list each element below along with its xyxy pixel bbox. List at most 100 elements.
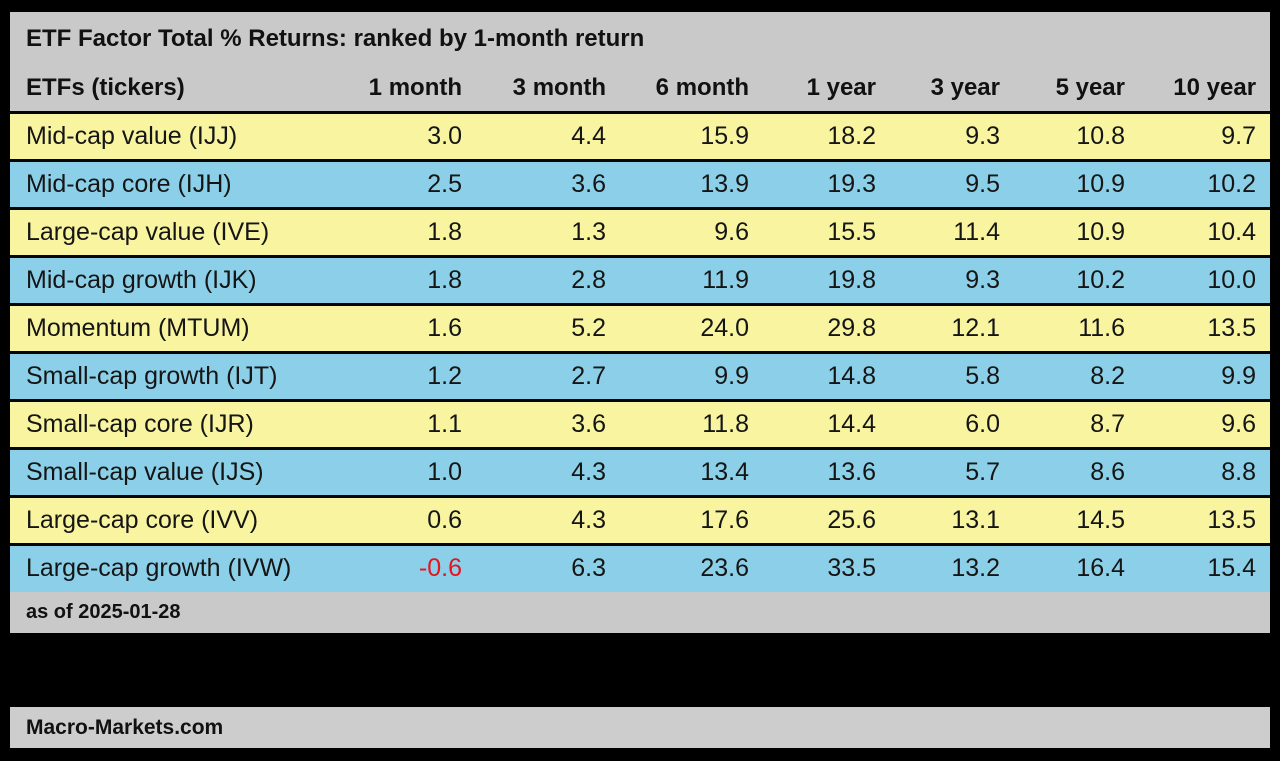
return-value: 5.7 — [890, 448, 1014, 498]
table-row: Mid-cap core (IJH) 2.5 3.6 13.9 19.3 9.5 10.9 1… — [10, 160, 1271, 210]
col-header: 10 year — [1139, 65, 1271, 114]
return-value: 10.2 — [1139, 160, 1271, 210]
column-header-row: ETFs (tickers) 1 month 3 month 6 month 1 yea… — [10, 65, 1271, 114]
return-value: 13.1 — [890, 496, 1014, 546]
etf-label: Mid-cap value (IJJ) — [10, 112, 335, 162]
return-value: 9.6 — [1139, 400, 1271, 450]
etf-label: Small-cap core (IJR) — [10, 400, 335, 450]
return-value: 5.2 — [476, 304, 620, 354]
return-value: 29.8 — [763, 304, 890, 354]
return-value: 1.2 — [335, 352, 476, 402]
return-value: 8.8 — [1139, 448, 1271, 498]
etf-label: Large-cap value (IVE) — [10, 208, 335, 258]
return-value: 11.8 — [620, 400, 763, 450]
return-value: 4.3 — [476, 448, 620, 498]
return-value: 13.5 — [1139, 304, 1271, 354]
return-value: 1.0 — [335, 448, 476, 498]
etf-label: Large-cap growth (IVW) — [10, 544, 335, 592]
return-value: 13.9 — [620, 160, 763, 210]
return-value: 17.6 — [620, 496, 763, 546]
return-value: 9.5 — [890, 160, 1014, 210]
return-value: 9.7 — [1139, 112, 1271, 162]
asof-row: as of 2025-01-28 — [10, 592, 1271, 633]
etf-label: Momentum (MTUM) — [10, 304, 335, 354]
return-value: 10.2 — [1014, 256, 1139, 306]
return-value: 3.6 — [476, 160, 620, 210]
return-value: 1.8 — [335, 208, 476, 258]
return-value: 0.6 — [335, 496, 476, 546]
return-value: 15.4 — [1139, 544, 1271, 592]
return-value: 10.0 — [1139, 256, 1271, 306]
return-value: 13.5 — [1139, 496, 1271, 546]
return-value: 10.4 — [1139, 208, 1271, 258]
return-value: -0.6 — [335, 544, 476, 592]
return-value: 13.4 — [620, 448, 763, 498]
brand-label: Macro-Markets.com — [26, 715, 224, 739]
etf-label: Mid-cap growth (IJK) — [10, 256, 335, 306]
return-value: 10.9 — [1014, 208, 1139, 258]
return-value: 2.8 — [476, 256, 620, 306]
return-value: 8.2 — [1014, 352, 1139, 402]
table-row: Large-cap growth (IVW) -0.6 6.3 23.6 33.5 13.… — [10, 544, 1271, 592]
col-header: 1 year — [763, 65, 890, 114]
return-value: 9.9 — [620, 352, 763, 402]
return-value: 1.1 — [335, 400, 476, 450]
return-value: 33.5 — [763, 544, 890, 592]
table-title: ETF Factor Total % Returns: ranked by 1-… — [10, 12, 1271, 65]
return-value: 19.3 — [763, 160, 890, 210]
return-value: 8.6 — [1014, 448, 1139, 498]
return-value: 5.8 — [890, 352, 1014, 402]
return-value: 11.6 — [1014, 304, 1139, 354]
table-row: Small-cap growth (IJT) 1.2 2.7 9.9 14.8 5.8 8.… — [10, 352, 1271, 402]
return-value: 9.9 — [1139, 352, 1271, 402]
return-value: 19.8 — [763, 256, 890, 306]
return-value: 10.8 — [1014, 112, 1139, 162]
table-body: Mid-cap value (IJJ) 3.0 4.4 15.9 18.2 9.3 10.8… — [10, 112, 1271, 592]
col-header: 1 month — [335, 65, 476, 114]
return-value: 9.3 — [890, 112, 1014, 162]
col-header-etfs: ETFs (tickers) — [10, 65, 335, 114]
return-value: 10.9 — [1014, 160, 1139, 210]
return-value: 23.6 — [620, 544, 763, 592]
return-value: 1.6 — [335, 304, 476, 354]
return-value: 4.3 — [476, 496, 620, 546]
asof-label: as of 2025-01-28 — [10, 592, 1271, 633]
etf-label: Large-cap core (IVV) — [10, 496, 335, 546]
return-value: 25.6 — [763, 496, 890, 546]
etf-label: Small-cap growth (IJT) — [10, 352, 335, 402]
title-row: ETF Factor Total % Returns: ranked by 1-… — [10, 12, 1271, 65]
return-value: 12.1 — [890, 304, 1014, 354]
return-value: 3.6 — [476, 400, 620, 450]
return-value: 9.3 — [890, 256, 1014, 306]
return-value: 15.9 — [620, 112, 763, 162]
return-value: 3.0 — [335, 112, 476, 162]
return-value: 1.3 — [476, 208, 620, 258]
brand-bar: Macro-Markets.com — [10, 707, 1270, 748]
etf-label: Small-cap value (IJS) — [10, 448, 335, 498]
return-value: 13.2 — [890, 544, 1014, 592]
return-value: 13.6 — [763, 448, 890, 498]
table-row: Momentum (MTUM) 1.6 5.2 24.0 29.8 12.1 11.6 13.… — [10, 304, 1271, 354]
returns-table-panel: ETF Factor Total % Returns: ranked by 1-… — [10, 12, 1271, 633]
table-row: Mid-cap growth (IJK) 1.8 2.8 11.9 19.8 9.3 10.… — [10, 256, 1271, 306]
return-value: 4.4 — [476, 112, 620, 162]
return-value: 24.0 — [620, 304, 763, 354]
return-value: 6.0 — [890, 400, 1014, 450]
col-header: 6 month — [620, 65, 763, 114]
return-value: 18.2 — [763, 112, 890, 162]
return-value: 11.4 — [890, 208, 1014, 258]
table-row: Small-cap value (IJS) 1.0 4.3 13.4 13.6 5.7 8.… — [10, 448, 1271, 498]
return-value: 14.8 — [763, 352, 890, 402]
col-header: 3 month — [476, 65, 620, 114]
return-value: 8.7 — [1014, 400, 1139, 450]
table-row: Large-cap core (IVV) 0.6 4.3 17.6 25.6 13.1 14… — [10, 496, 1271, 546]
return-value: 6.3 — [476, 544, 620, 592]
return-value: 11.9 — [620, 256, 763, 306]
return-value: 14.4 — [763, 400, 890, 450]
return-value: 2.7 — [476, 352, 620, 402]
return-value: 14.5 — [1014, 496, 1139, 546]
return-value: 15.5 — [763, 208, 890, 258]
table-row: Large-cap value (IVE) 1.8 1.3 9.6 15.5 11.4 10… — [10, 208, 1271, 258]
return-value: 2.5 — [335, 160, 476, 210]
col-header: 5 year — [1014, 65, 1139, 114]
